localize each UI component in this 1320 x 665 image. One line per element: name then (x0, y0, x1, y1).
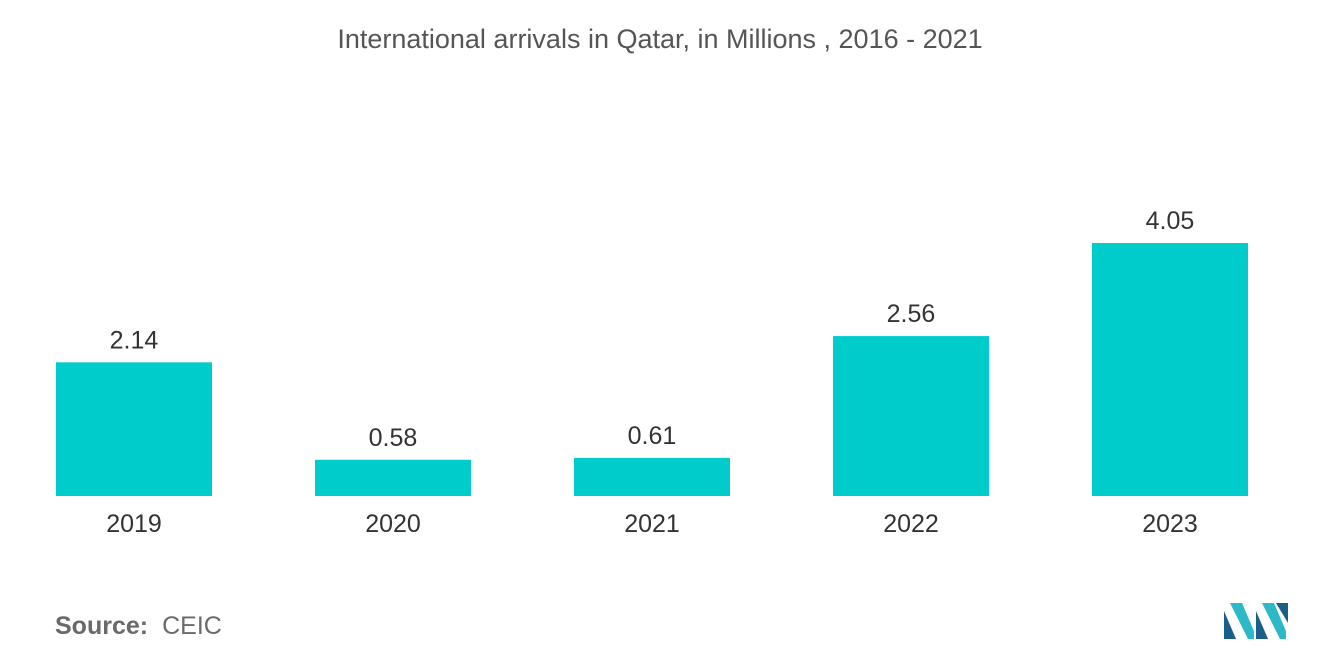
bar-2023 (1092, 243, 1248, 496)
data-label-2019: 2.14 (110, 326, 159, 354)
x-tick-2020: 2020 (365, 510, 421, 538)
source-label: Source: (55, 612, 149, 640)
source-value: CEIC (162, 612, 222, 640)
source-note: Source: CEIC (55, 612, 222, 641)
x-tick-2023: 2023 (1142, 510, 1198, 538)
x-tick-2019: 2019 (106, 510, 162, 538)
bar-2021 (574, 457, 730, 496)
data-label-2022: 2.56 (887, 300, 936, 328)
data-label-2023: 4.05 (1146, 207, 1195, 235)
data-label-2020: 0.58 (369, 424, 418, 452)
x-tick-2021: 2021 (624, 510, 680, 538)
chart-title: International arrivals in Qatar, in Mill… (337, 24, 983, 54)
bar-2020 (315, 459, 471, 496)
bar-2019 (56, 362, 212, 496)
bar-2022 (833, 336, 989, 496)
mordor-intelligence-logo-icon (1224, 603, 1288, 639)
x-tick-2022: 2022 (883, 510, 939, 538)
data-label-2021: 0.61 (628, 422, 677, 450)
